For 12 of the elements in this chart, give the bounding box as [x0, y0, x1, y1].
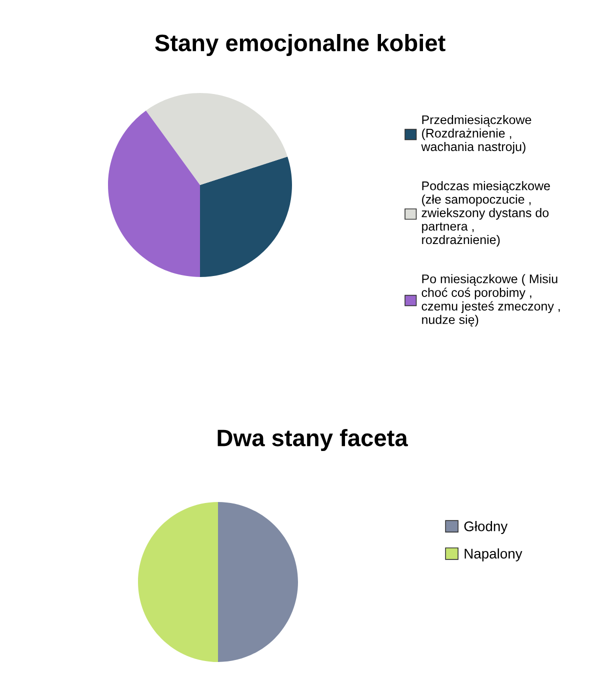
pie-slice: [146, 93, 288, 185]
pie-slice: [138, 502, 218, 662]
legend-label: Podczas miesiączkowe (złe samopoczucie , zwiekszony dystans do partnera , rozdrażnienie): [422, 181, 550, 247]
pie-slice: [200, 156, 292, 277]
pie-slice: [218, 502, 298, 662]
legend-label: Po miesiączkowe ( Misiu choć coś porobimy , czemu jesteś zmeczony , nudze się): [422, 274, 560, 327]
legend-label: Napalony: [464, 548, 522, 562]
chart-title: Dwa stany faceta: [218, 428, 408, 452]
legend-label: Głodny: [464, 521, 508, 534]
legend-label: Przedmiesiączkowe (Rozdrażnienie , wachania nastroju): [421, 115, 532, 154]
chart-title: Stany emocjonalne kobiet: [155, 34, 446, 56]
pie-slice: [108, 110, 200, 277]
